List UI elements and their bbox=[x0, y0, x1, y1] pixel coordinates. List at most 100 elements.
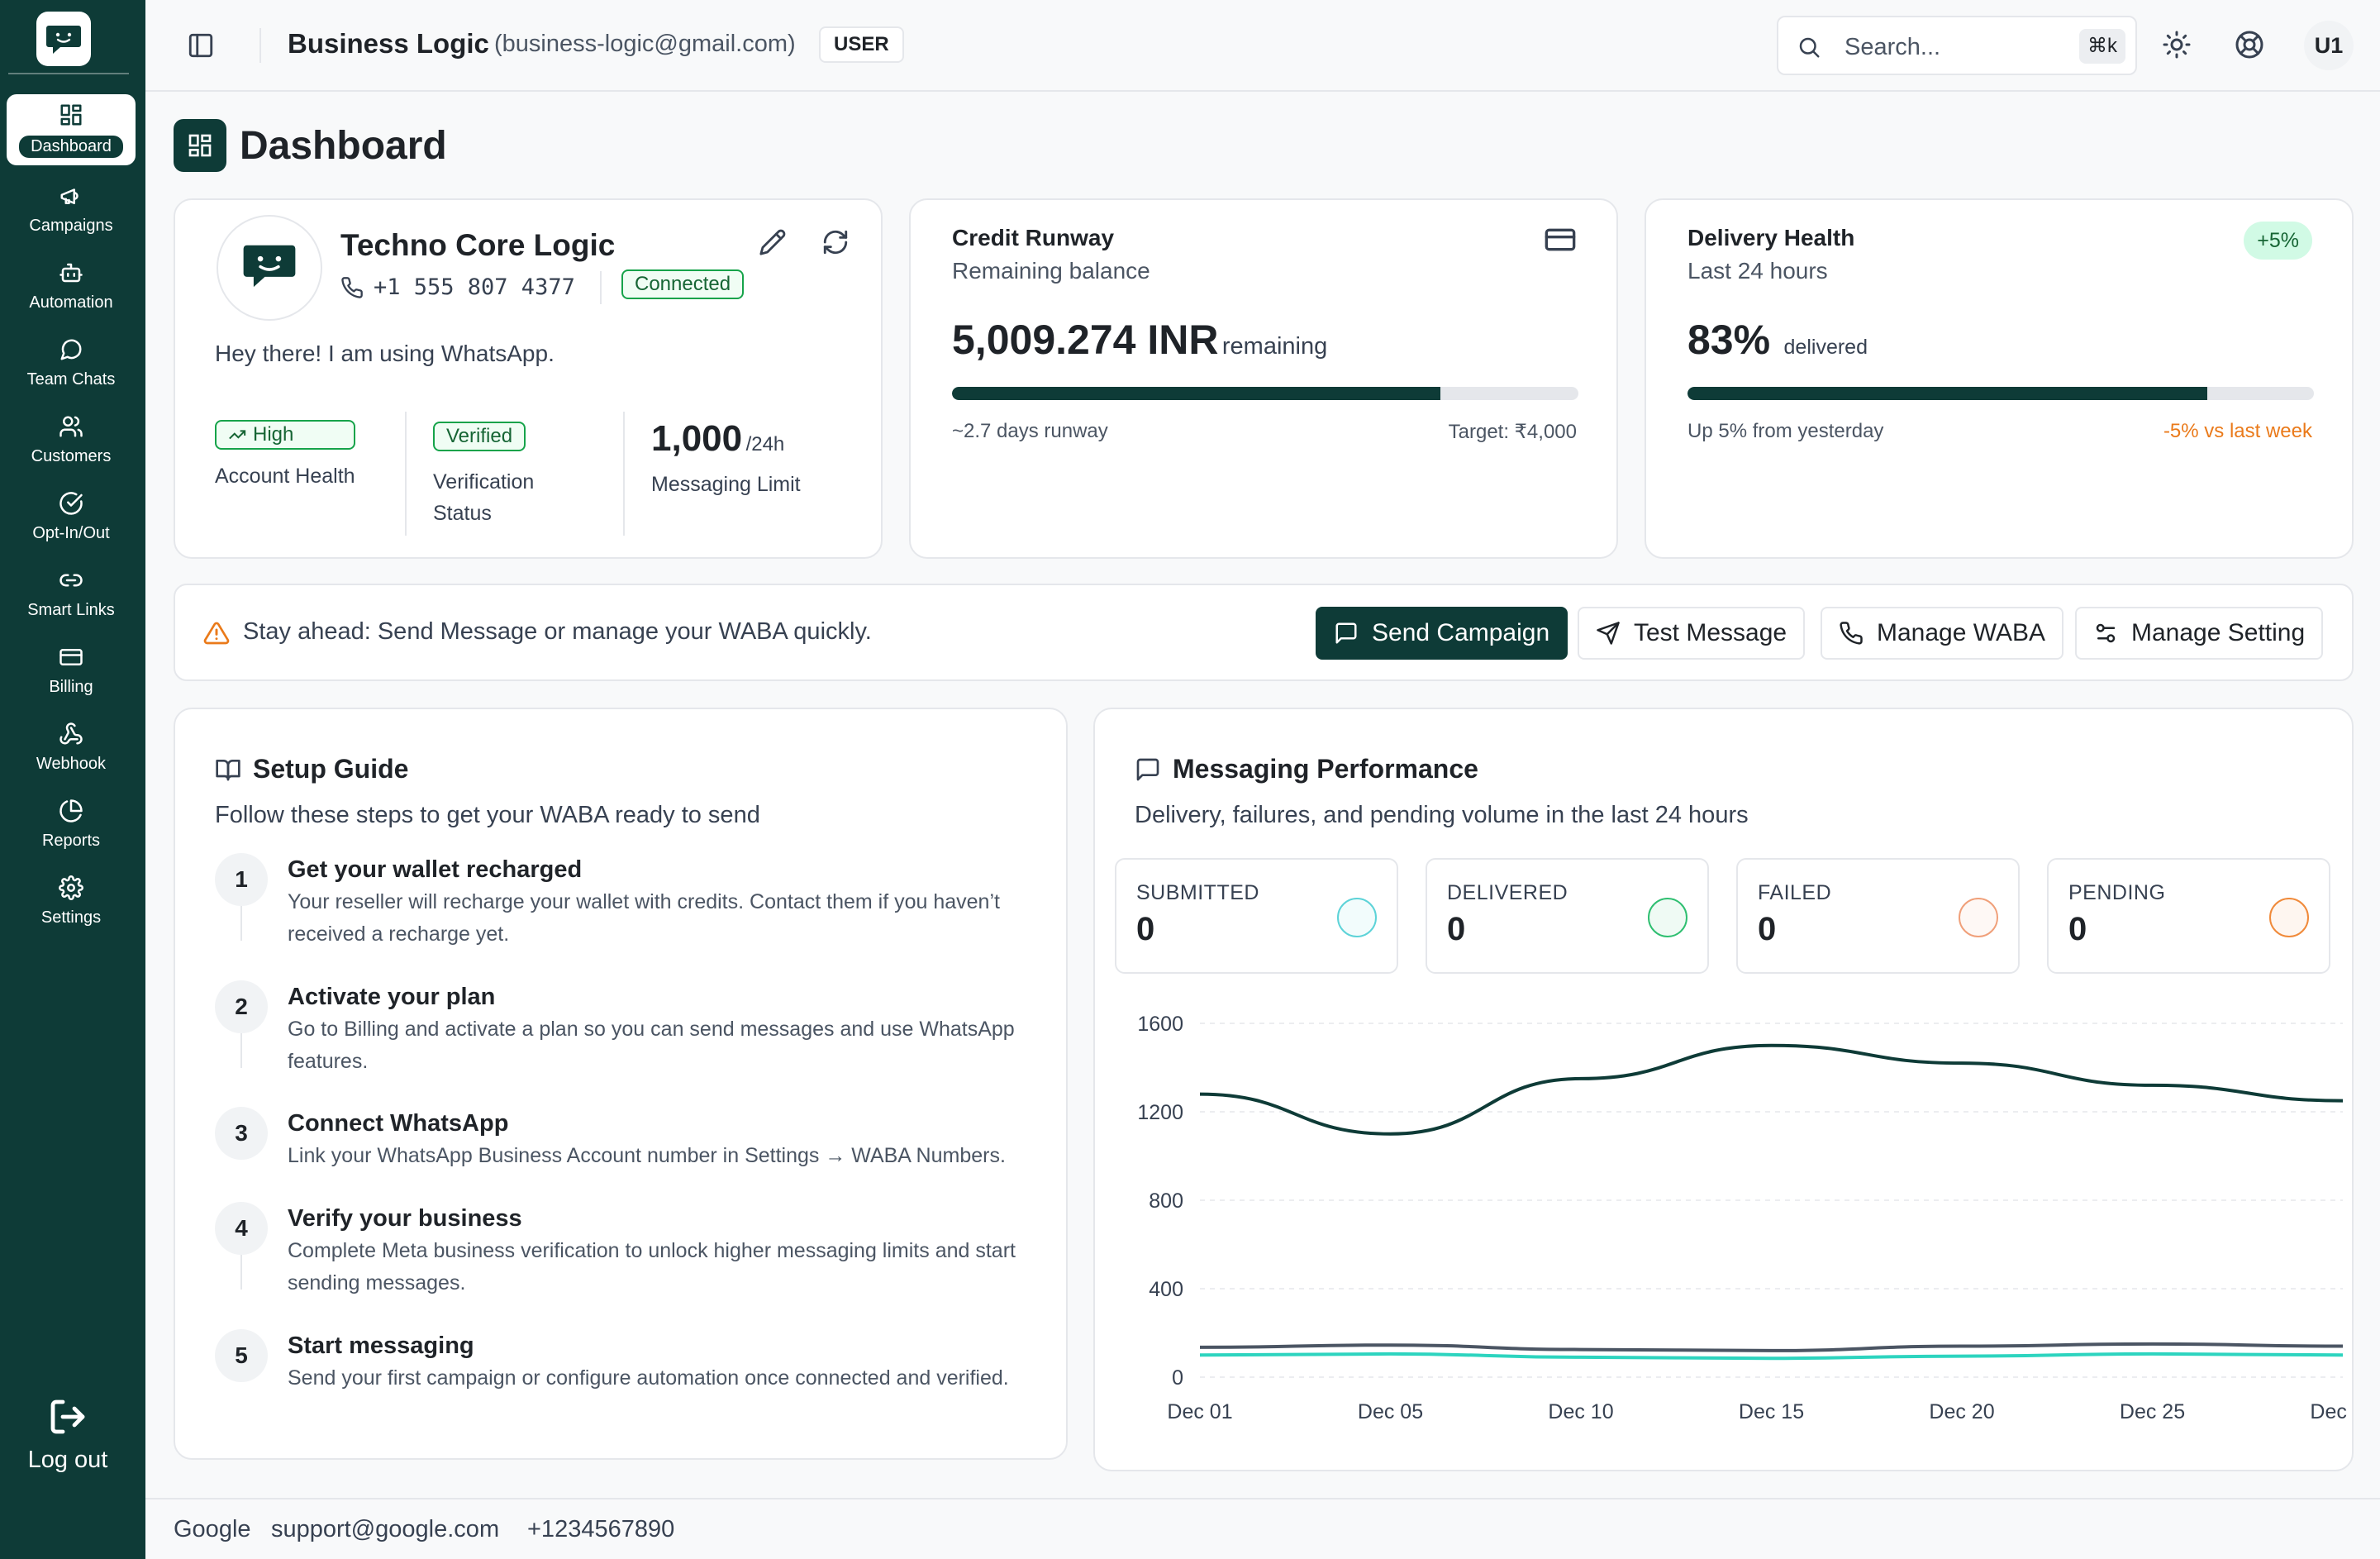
sidebar-item-settings[interactable]: Settings bbox=[7, 863, 136, 940]
refresh-button[interactable] bbox=[821, 228, 850, 256]
trending-up-icon bbox=[229, 430, 246, 440]
stat-card-delivered: DELIVERED 0 bbox=[1426, 858, 1709, 974]
sidebar-item-billing[interactable]: Billing bbox=[7, 632, 136, 709]
sidebar-item-label: Customers bbox=[31, 447, 112, 465]
sidebar-item-automation[interactable]: Automation bbox=[7, 248, 136, 325]
stat-divider bbox=[623, 412, 625, 536]
delivery-title: Delivery Health bbox=[1687, 225, 1855, 250]
performance-header: Messaging Performance bbox=[1135, 754, 1478, 784]
sidebar-nav: Dashboard Campaigns Automation Team Chat… bbox=[7, 94, 136, 940]
manage-waba-button[interactable]: Manage WABA bbox=[1821, 607, 2063, 660]
profile-name: Techno Core Logic bbox=[340, 228, 616, 262]
sidebar-item-label: Opt-In/Out bbox=[32, 524, 110, 542]
footer: Google support@google.com +1234567890 bbox=[145, 1498, 2380, 1559]
role-badge: USER bbox=[819, 26, 904, 63]
logout-button[interactable]: Log out bbox=[17, 1397, 119, 1474]
delivery-health-card: Delivery Health Last 24 hours +5% 83% de… bbox=[1645, 198, 2354, 559]
manage-setting-label: Manage Setting bbox=[2131, 619, 2306, 646]
manage-waba-label: Manage WABA bbox=[1877, 619, 2045, 646]
sidebar-item-campaigns[interactable]: Campaigns bbox=[7, 171, 136, 248]
credit-progress-fill bbox=[952, 387, 1441, 400]
delivery-change-badge: +5% bbox=[2244, 222, 2312, 260]
test-message-button[interactable]: Test Message bbox=[1578, 607, 1806, 660]
book-open-icon bbox=[216, 759, 240, 780]
sidebar-item-label: Webhook bbox=[36, 755, 107, 773]
verification-label: Verification Status bbox=[433, 470, 535, 525]
sidebar-toggle-button[interactable] bbox=[187, 31, 215, 60]
message-square-icon bbox=[1335, 622, 1357, 644]
stat-indicator-icon bbox=[1959, 898, 1998, 937]
stat-card-failed: FAILED 0 bbox=[1736, 858, 2020, 974]
manage-setting-button[interactable]: Manage Setting bbox=[2075, 607, 2324, 660]
step-connector bbox=[240, 1033, 242, 1068]
step-title: Verify your business bbox=[288, 1205, 522, 1232]
chat-logo-icon bbox=[46, 26, 81, 54]
credit-card-button[interactable] bbox=[1544, 223, 1577, 256]
verification-badge: Verified bbox=[433, 422, 526, 451]
performance-subtitle: Delivery, failures, and pending volume i… bbox=[1135, 802, 1749, 828]
credit-amount: 5,009.274 INR bbox=[952, 317, 1219, 363]
webhook-icon bbox=[60, 722, 83, 745]
help-button[interactable] bbox=[2235, 30, 2264, 60]
sidebar-item-webhook[interactable]: Webhook bbox=[7, 709, 136, 786]
page-header: Dashboard bbox=[174, 119, 447, 172]
edit-profile-button[interactable] bbox=[759, 228, 787, 256]
stat-indicator-icon bbox=[1337, 898, 1377, 937]
users-icon bbox=[60, 416, 83, 437]
stat-label: SUBMITTED bbox=[1136, 881, 1259, 904]
step-title: Start messaging bbox=[288, 1333, 474, 1359]
sidebar-item-reports[interactable]: Reports bbox=[7, 786, 136, 863]
send-campaign-button[interactable]: Send Campaign bbox=[1316, 607, 1568, 660]
chat-bubble-icon bbox=[60, 339, 82, 360]
x-tick-label: Dec 05 bbox=[1358, 1400, 1423, 1423]
send-campaign-label: Send Campaign bbox=[1372, 619, 1550, 646]
messaging-limit-label: Messaging Limit bbox=[651, 473, 801, 496]
x-tick-label: Dec 20 bbox=[1929, 1400, 1994, 1423]
stat-indicator-icon bbox=[1648, 898, 1687, 937]
setup-guide-card: Setup Guide Follow these steps to get yo… bbox=[174, 708, 1068, 1460]
stat-divider bbox=[405, 412, 407, 536]
footer-phone[interactable]: +1234567890 bbox=[527, 1516, 675, 1542]
delivery-progress-bar bbox=[1687, 387, 2314, 400]
profile-phone-row: +1 555 807 4377 bbox=[340, 274, 575, 300]
setup-guide-header: Setup Guide bbox=[215, 754, 408, 784]
avatar[interactable]: U1 bbox=[2304, 21, 2354, 70]
phone-icon bbox=[341, 276, 363, 298]
footer-company: Google bbox=[174, 1516, 251, 1542]
sidebar-item-opt-in-out[interactable]: Opt-In/Out bbox=[7, 479, 136, 555]
app-logo[interactable] bbox=[36, 12, 91, 66]
credit-subtitle: Remaining balance bbox=[952, 258, 1150, 284]
messaging-limit-value: 1,000 bbox=[651, 418, 743, 459]
top-bar: Business Logic (business-logic@gmail.com… bbox=[145, 0, 2380, 92]
theme-toggle-button[interactable] bbox=[2162, 30, 2192, 60]
delivery-progress-fill bbox=[1687, 387, 2208, 400]
credit-amount-suffix: remaining bbox=[1221, 333, 1328, 360]
credit-amount-row: 5,009.274 INR remaining bbox=[952, 316, 1327, 364]
sidebar-item-smart-links[interactable]: Smart Links bbox=[7, 555, 136, 632]
search-shortcut-badge: ⌘k bbox=[2079, 29, 2125, 64]
performance-title: Messaging Performance bbox=[1173, 754, 1478, 784]
footer-email[interactable]: support@google.com bbox=[271, 1516, 500, 1542]
sidebar-item-customers[interactable]: Customers bbox=[7, 402, 136, 479]
stat-value: 0 bbox=[1758, 911, 1777, 947]
y-tick-label: 400 bbox=[1149, 1278, 1183, 1301]
stat-value: 0 bbox=[2068, 911, 2087, 947]
bot-icon bbox=[60, 263, 83, 283]
test-message-label: Test Message bbox=[1634, 619, 1787, 646]
gear-icon bbox=[59, 875, 83, 900]
y-tick-label: 1600 bbox=[1137, 1013, 1183, 1036]
warning-icon bbox=[203, 622, 230, 645]
search-input[interactable]: Search... ⌘k bbox=[1777, 16, 2137, 75]
step-number: 3 bbox=[215, 1107, 268, 1160]
step-connector bbox=[240, 1255, 242, 1290]
logout-icon bbox=[50, 1399, 85, 1434]
messaging-limit-block: 1,000 /24h Messaging Limit bbox=[651, 418, 801, 497]
step-title: Activate your plan bbox=[288, 984, 496, 1010]
sidebar-item-label: Automation bbox=[29, 293, 113, 312]
check-circle-icon bbox=[60, 492, 83, 515]
stat-indicator-icon bbox=[2269, 898, 2309, 937]
sidebar-item-team-chats[interactable]: Team Chats bbox=[7, 325, 136, 402]
megaphone-icon bbox=[60, 188, 79, 204]
delivery-percent-suffix: delivered bbox=[1783, 336, 1868, 359]
sidebar-item-dashboard[interactable]: Dashboard bbox=[7, 94, 136, 165]
